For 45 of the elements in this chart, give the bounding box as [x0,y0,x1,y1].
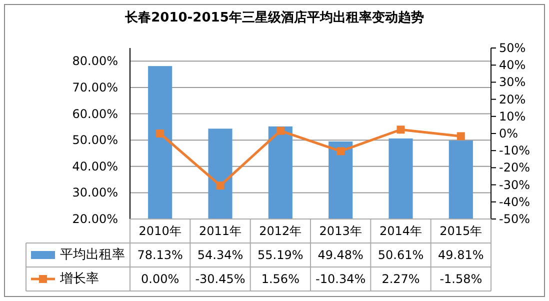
data-label: -10.34% [316,272,366,286]
data-label: 49.48% [318,248,364,262]
y2-tick-label: -10% [499,144,530,158]
y-tick-label: 40.00% [72,159,118,174]
y2-tick-label: 30% [499,75,526,90]
point [216,182,224,190]
legend-label: 平均出租率 [60,246,125,262]
x-tick-label: 2010年 [138,224,182,238]
y2-tick-label: 0% [499,126,518,140]
point [336,147,345,156]
data-label: 1.56% [261,272,300,286]
point [276,126,284,135]
y-tick-label: 20.00% [72,212,118,226]
legend-label: 增长率 [59,270,99,286]
data-label: 0.00% [141,272,180,286]
data-label: -30.45% [195,272,246,286]
x-tick-label: 2015年 [440,224,482,238]
data-label: 78.13% [137,248,183,262]
y-tick-label: 80.00% [72,54,118,68]
x-tick-label: 2012年 [259,224,302,238]
data-label: 49.81% [438,248,484,262]
y2-tick-label: -20% [499,160,530,175]
y2-tick-label: 20% [499,92,526,106]
data-label: 55.19% [258,248,304,262]
y2-tick-label: 40% [499,58,526,72]
data-label: 50.61% [378,248,424,262]
point [156,130,164,138]
y2-tick-label: -50% [499,212,530,226]
y-tick-label: 60.00% [72,106,118,121]
y-tick-label: 30.00% [72,186,118,200]
y-tick-label: 50.00% [72,133,118,148]
chart-title: 长春2010-2015年三星级酒店平均出租率变动趋势 [124,10,424,26]
data-label: 54.34% [197,248,244,262]
y2-tick-label: 50% [499,41,526,55]
x-tick-label: 2011年 [198,224,242,238]
point [456,132,465,140]
y2-tick-label: -40% [499,194,530,209]
data-label: 2.27% [382,272,420,286]
data-label: -1.58% [440,272,482,286]
x-tick-label: 2013年 [319,224,362,238]
point [396,126,405,134]
y-tick-label: 70.00% [72,80,118,94]
y2-tick-label: 10% [499,109,526,124]
y2-tick-label: -30% [499,178,530,192]
x-tick-label: 2014年 [379,224,422,238]
